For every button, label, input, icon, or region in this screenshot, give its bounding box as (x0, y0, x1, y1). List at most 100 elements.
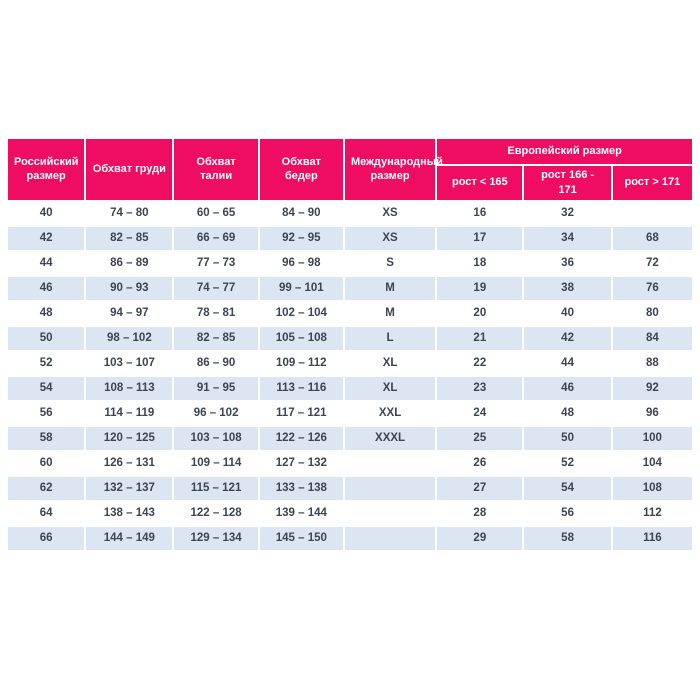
table-row: 62 132 – 137 115 – 121 133 – 138 27 54 108 (8, 476, 692, 500)
table-row: 42 82 – 85 66 – 69 92 – 95 XS 17 34 68 (8, 226, 692, 250)
table-cell: 126 – 131 (86, 451, 173, 475)
table-cell: 64 (8, 501, 85, 525)
table-header: Российский размер Обхват груди Обхват тали… (8, 139, 692, 200)
table-cell: 44 (524, 351, 611, 375)
table-cell: 94 – 97 (86, 301, 173, 325)
header-row-sub: рост < 165 рост 166 - 171 рост > 171 (8, 166, 692, 200)
table-cell: 18 (437, 251, 523, 275)
table-row: 60 126 – 131 109 – 114 127 – 132 26 52 104 (8, 451, 692, 475)
table-cell: 50 (8, 326, 85, 350)
table-cell: 96 – 98 (259, 251, 343, 275)
table-cell: 60 (8, 451, 85, 475)
table-cell: 29 (437, 526, 523, 550)
table-cell: 40 (8, 201, 85, 225)
table-cell: 58 (524, 526, 611, 550)
table-cell: 52 (524, 451, 611, 475)
table-cell: 82 – 85 (174, 326, 258, 350)
table-cell: 60 – 65 (174, 201, 258, 225)
table-cell: 103 – 107 (86, 351, 173, 375)
table-cell: 96 – 102 (174, 401, 258, 425)
table-cell: 54 (524, 476, 611, 500)
table-cell: 113 – 116 (259, 376, 343, 400)
table-cell: 102 – 104 (259, 301, 343, 325)
table-cell: 48 (8, 301, 85, 325)
table-cell: 98 – 102 (86, 326, 173, 350)
table-cell: 27 (437, 476, 523, 500)
table-cell: 44 (8, 251, 85, 275)
table-cell: 99 – 101 (259, 276, 343, 300)
table-cell: XL (344, 351, 436, 375)
table-cell: 138 – 143 (86, 501, 173, 525)
table-cell: 16 (437, 201, 523, 225)
table-cell: 66 – 69 (174, 226, 258, 250)
column-header-0: Российский размер (8, 139, 85, 200)
table-cell: 42 (8, 226, 85, 250)
table-cell: 100 (612, 426, 692, 450)
table-cell: 92 – 95 (259, 226, 343, 250)
table-row: 66 144 – 149 129 – 134 145 – 150 29 58 116 (8, 526, 692, 550)
table-cell: 139 – 144 (259, 501, 343, 525)
table-cell: XXL (344, 401, 436, 425)
table-cell (344, 476, 436, 500)
table-row: 44 86 – 89 77 – 73 96 – 98 S 18 36 72 (8, 251, 692, 275)
subcolumn-header-0: рост < 165 (437, 166, 523, 200)
table-cell: 88 (612, 351, 692, 375)
table-cell: 103 – 108 (174, 426, 258, 450)
table-cell (344, 526, 436, 550)
table-cell: 24 (437, 401, 523, 425)
table-row: 40 74 – 80 60 – 65 84 – 90 XS 16 32 (8, 201, 692, 225)
column-header-3: Обхват бедер (259, 139, 343, 200)
table-cell: 122 – 128 (174, 501, 258, 525)
table-cell: 52 (8, 351, 85, 375)
table-cell: 22 (437, 351, 523, 375)
table-row: 46 90 – 93 74 – 77 99 – 101 M 19 38 76 (8, 276, 692, 300)
table-cell: 56 (524, 501, 611, 525)
table-cell: 74 – 80 (86, 201, 173, 225)
table-cell: M (344, 301, 436, 325)
column-header-group-european: Европейский размер (437, 139, 692, 164)
table-cell: 23 (437, 376, 523, 400)
table-cell: 68 (612, 226, 692, 250)
table-cell: 108 – 113 (86, 376, 173, 400)
table-cell: 133 – 138 (259, 476, 343, 500)
table-cell: 80 (612, 301, 692, 325)
column-header-1: Обхват груди (86, 139, 173, 200)
table-cell: 92 (612, 376, 692, 400)
table-cell: 46 (524, 376, 611, 400)
table-cell: 115 – 121 (174, 476, 258, 500)
table-cell: 17 (437, 226, 523, 250)
table-cell: 120 – 125 (86, 426, 173, 450)
table-cell: 42 (524, 326, 611, 350)
header-row-main: Российский размер Обхват груди Обхват тали… (8, 139, 692, 200)
table-cell: 36 (524, 251, 611, 275)
table-cell (344, 501, 436, 525)
table-row: 58 120 – 125 103 – 108 122 – 126 XXXL 25 50 100 (8, 426, 692, 450)
table-cell: 77 – 73 (174, 251, 258, 275)
table-cell: 20 (437, 301, 523, 325)
table-cell: 40 (524, 301, 611, 325)
table-cell: M (344, 276, 436, 300)
table-cell: L (344, 326, 436, 350)
table-cell: 144 – 149 (86, 526, 173, 550)
table-cell: 86 – 89 (86, 251, 173, 275)
table-cell: XXXL (344, 426, 436, 450)
table-cell: 78 – 81 (174, 301, 258, 325)
table-cell: 48 (524, 401, 611, 425)
table-row: 54 108 – 113 91 – 95 113 – 116 XL 23 46 92 (8, 376, 692, 400)
table-cell: 145 – 150 (259, 526, 343, 550)
table-cell: 62 (8, 476, 85, 500)
table-cell: 32 (524, 201, 611, 225)
table-row: 56 114 – 119 96 – 102 117 – 121 XXL 24 48 96 (8, 401, 692, 425)
table-cell: 112 (612, 501, 692, 525)
size-chart-table: Российский размер Обхват груди Обхват тали… (6, 137, 694, 552)
table-cell: 84 – 90 (259, 201, 343, 225)
table-cell: 117 – 121 (259, 401, 343, 425)
table-cell: 38 (524, 276, 611, 300)
table-cell: 109 – 112 (259, 351, 343, 375)
table-cell: 66 (8, 526, 85, 550)
table-cell: 114 – 119 (86, 401, 173, 425)
table-cell: 46 (8, 276, 85, 300)
table-cell: 90 – 93 (86, 276, 173, 300)
table-cell: S (344, 251, 436, 275)
table-cell: 54 (8, 376, 85, 400)
